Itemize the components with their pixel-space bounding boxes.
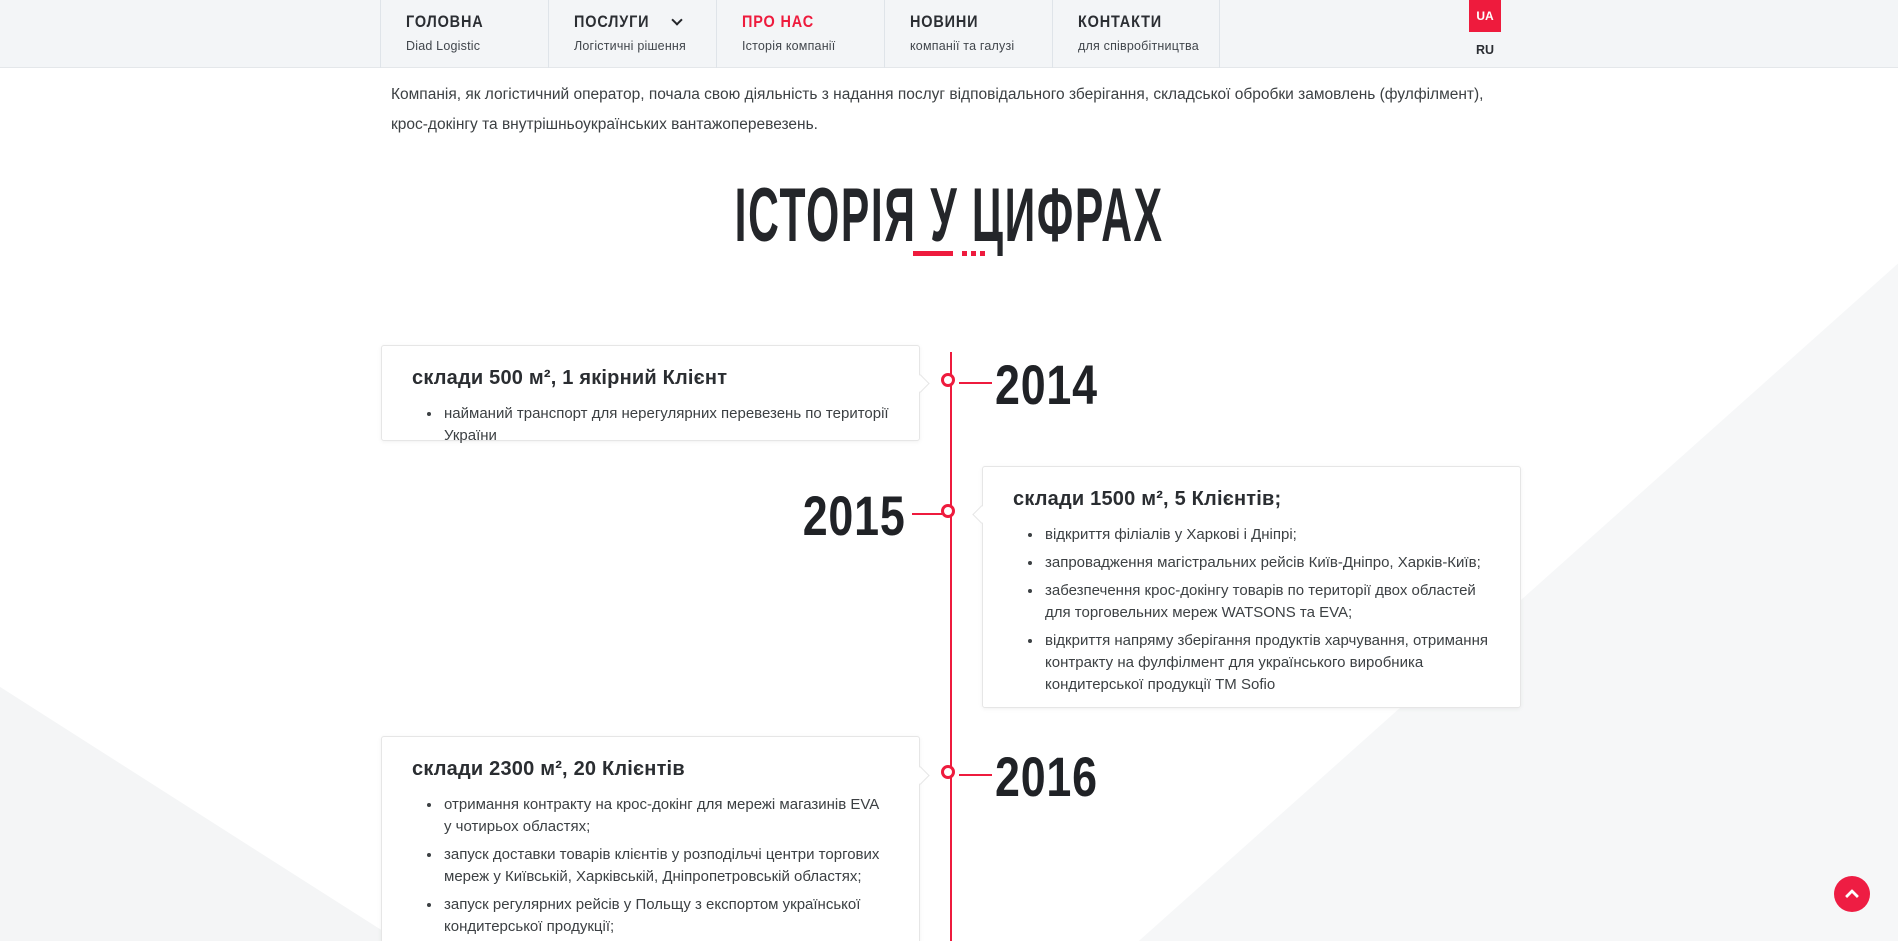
- nav-item-news-sub: компанії та галузі: [910, 39, 1015, 53]
- nav-item-about-sub: Історія компанії: [742, 39, 836, 53]
- section-title-text: ІСТОРІЯ У ЦИФРАХ: [734, 173, 1164, 258]
- decoration-line: [913, 251, 953, 256]
- nav-item-home-sub: Diad Logistic: [406, 39, 481, 53]
- nav-item-services[interactable]: ПОСЛУГИ Логістичні рішення: [548, 0, 716, 68]
- decoration-dot: [962, 251, 967, 256]
- timeline-connector-2015: [912, 513, 942, 515]
- milestone-bullet: відкриття філіалів у Харкові і Дніпрі;: [1043, 524, 1490, 546]
- milestone-list: найманий транспорт для нерегулярних пере…: [412, 403, 889, 447]
- nav-item-home-label: ГОЛОВНА: [406, 11, 548, 33]
- timeline-node-2014: [941, 373, 955, 387]
- timeline-card-2014: склади 500 м², 1 якірний Клієнт найманий…: [381, 345, 930, 444]
- intro-paragraph: Компанія, як логістичний оператор, почал…: [391, 86, 1484, 133]
- nav-item-contacts-text: КОНТАКТИ: [1078, 12, 1163, 31]
- section-title: ІСТОРІЯ У ЦИФРАХ: [0, 172, 1898, 259]
- milestone-bullet: запуск регулярних рейсів у Польщу з експ…: [442, 894, 889, 938]
- timeline-node-2015: [941, 504, 955, 518]
- nav-item-services-text: ПОСЛУГИ: [574, 12, 650, 31]
- nav-item-contacts[interactable]: КОНТАКТИ для співробітництва: [1052, 0, 1220, 68]
- milestone-bullet: забезпечення крос-докінгу товарів по тер…: [1043, 580, 1490, 624]
- milestone-list: отримання контракту на крос-докінг для м…: [412, 794, 889, 941]
- timeline-line: [950, 352, 952, 941]
- card-title: склади 1500 м², 5 Клієнтів;: [1013, 488, 1282, 510]
- card-title: склади 2300 м², 20 Клієнтів: [412, 758, 685, 780]
- year-2014-text: 2014: [995, 353, 1098, 416]
- nav-item-home-text: ГОЛОВНА: [406, 12, 484, 31]
- nav-item-news[interactable]: НОВИНИ компанії та галузі: [884, 0, 1052, 68]
- navbar: ГОЛОВНА Diad Logistic ПОСЛУГИ Логістичні…: [0, 0, 1898, 68]
- nav-item-contacts-sub: для співробітництва: [1078, 39, 1199, 53]
- milestone-bullet: відкриття напряму зберігання продуктів х…: [1043, 630, 1490, 696]
- timeline-node-2016: [941, 765, 955, 779]
- chevron-down-icon: [670, 14, 683, 26]
- main-nav: ГОЛОВНА Diad Logistic ПОСЛУГИ Логістичні…: [380, 0, 1220, 68]
- card-pointer-left: [972, 505, 991, 524]
- timeline-card-2015: склади 1500 м², 5 Клієнтів; відкриття фі…: [972, 466, 1521, 708]
- title-decoration: [0, 251, 1898, 256]
- nav-item-news-label: НОВИНИ: [910, 11, 1052, 33]
- timeline-connector-2016: [959, 774, 992, 776]
- nav-item-home[interactable]: ГОЛОВНА Diad Logistic: [380, 0, 548, 68]
- lang-ua-button[interactable]: UA: [1469, 0, 1501, 32]
- nav-item-about-label: ПРО НАС: [742, 11, 884, 33]
- milestone-bullet: отримання контракту на крос-докінг для м…: [442, 794, 889, 838]
- card-pointer-right: [911, 374, 930, 393]
- timeline-card-2016: склади 2300 м², 20 Клієнтів отримання ко…: [381, 736, 930, 941]
- nav-item-services-sub: Логістичні рішення: [574, 39, 686, 53]
- year-2016-text: 2016: [995, 745, 1098, 808]
- milestone-list: відкриття філіалів у Харкові і Дніпрі; з…: [1013, 524, 1490, 696]
- nav-item-contacts-label: КОНТАКТИ: [1078, 11, 1219, 33]
- milestone-bullet: запровадження магістральних рейсів Київ-…: [1043, 552, 1490, 574]
- card-pointer-right: [911, 766, 930, 785]
- card-title: склади 500 м², 1 якірний Клієнт: [412, 367, 728, 389]
- nav-item-about-text: ПРО НАС: [742, 12, 814, 31]
- decoration-dot: [980, 251, 985, 256]
- milestone-bullet: запуск доставки товарів клієнтів у розпо…: [442, 844, 889, 888]
- nav-item-about[interactable]: ПРО НАС Історія компанії: [716, 0, 884, 68]
- lang-ru-button[interactable]: RU: [1475, 43, 1495, 57]
- language-switcher: UA RU: [1462, 0, 1508, 57]
- year-2015-text: 2015: [803, 484, 906, 547]
- timeline-connector-2014: [959, 382, 992, 384]
- timeline-year-2015: 2015: [756, 483, 906, 548]
- scroll-to-top-button[interactable]: [1834, 876, 1870, 912]
- timeline-year-2014: 2014: [995, 352, 1124, 417]
- chevron-up-icon: [1844, 888, 1860, 904]
- nav-item-services-label: ПОСЛУГИ: [574, 11, 716, 33]
- timeline-year-2016: 2016: [995, 744, 1124, 809]
- milestone-bullet: найманий транспорт для нерегулярних пере…: [442, 403, 889, 447]
- decoration-dot: [971, 251, 976, 256]
- nav-item-news-text: НОВИНИ: [910, 12, 979, 31]
